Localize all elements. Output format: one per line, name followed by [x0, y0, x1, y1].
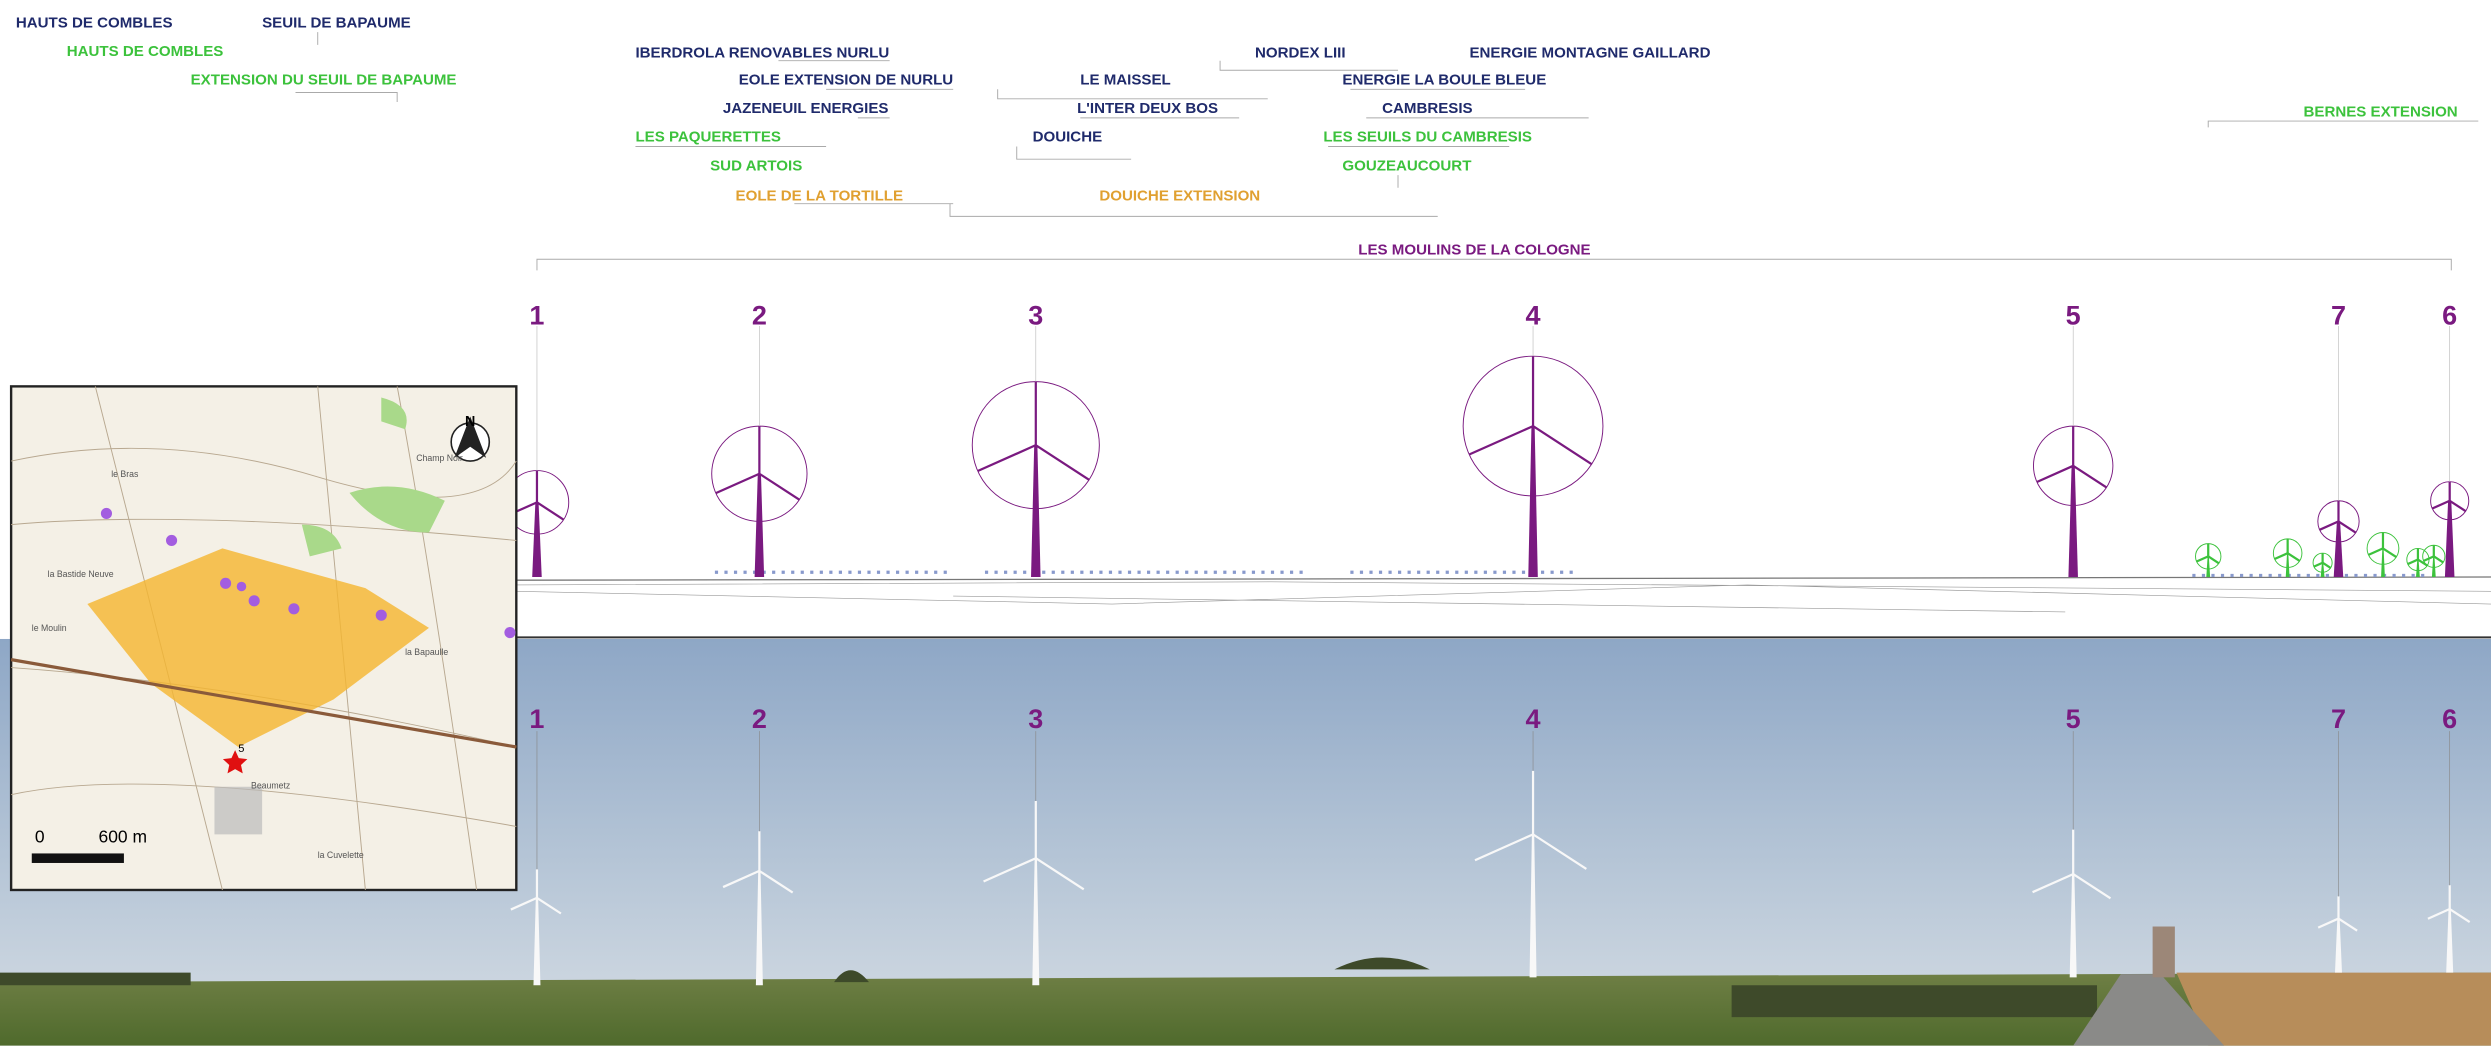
- blade: [2408, 560, 2418, 565]
- farm-label: SUD ARTOIS: [710, 157, 802, 174]
- viewpoint-label: 5: [238, 743, 244, 755]
- farm-label: NORDEX LIII: [1255, 45, 1345, 62]
- turbine-number: 3: [1028, 704, 1043, 734]
- blade: [2314, 563, 2323, 567]
- mast: [2445, 501, 2455, 577]
- blade: [716, 474, 760, 493]
- farm-label: BERNES EXTENSION: [2304, 103, 2458, 120]
- turbine-number: 1: [529, 300, 544, 330]
- farm-label: ENERGIE LA BOULE BLEUE: [1342, 72, 1546, 89]
- blade: [1036, 445, 1089, 480]
- farm-label: GOUZEAUCOURT: [1342, 157, 1472, 174]
- place-label: la Bapaulle: [405, 647, 448, 657]
- farm-label: DOUICHE EXTENSION: [1099, 188, 1260, 205]
- farm-label: LE MAISSEL: [1080, 72, 1170, 89]
- blade: [2434, 556, 2443, 562]
- mast: [1031, 445, 1041, 577]
- mast: [2334, 521, 2344, 577]
- blade: [1469, 426, 1533, 454]
- place-label: le Moulin: [32, 623, 67, 633]
- farm-label: IBERDROLA RENOVABLES NURLU: [635, 45, 889, 62]
- farm-label: EOLE EXTENSION DE NURLU: [739, 72, 953, 89]
- farm-label: JAZENEUIL ENERGIES: [723, 100, 889, 117]
- turbine-number: 7: [2331, 300, 2346, 330]
- farm-label: DOUICHE: [1033, 129, 1103, 146]
- blade: [2288, 553, 2300, 561]
- farm-label: SEUIL DE BAPAUME: [262, 14, 411, 31]
- mast: [2286, 553, 2290, 577]
- blade: [2073, 466, 2106, 488]
- label-leaders: [295, 32, 2478, 270]
- blade: [2368, 548, 2383, 554]
- mast: [2068, 466, 2078, 577]
- turbine-number: 2: [752, 300, 767, 330]
- photomontage: HAUTS DE COMBLES SEUIL DE BAPAUME HAUTS …: [0, 0, 2491, 1046]
- blade: [2037, 466, 2073, 482]
- farm-label: HAUTS DE COMBLES: [16, 14, 173, 31]
- turbine-number: 6: [2442, 300, 2457, 330]
- farm-label: LES PAQUERETTES: [635, 129, 781, 146]
- wireframe-turbines: [505, 326, 2469, 577]
- farm-label: L'INTER DEUX BOS: [1077, 100, 1218, 117]
- farm-label: CAMBRESIS: [1382, 100, 1472, 117]
- turbine-number: 3: [1028, 300, 1043, 330]
- turbine-number: 4: [1526, 300, 1541, 330]
- blade: [2338, 521, 2355, 532]
- blade: [978, 445, 1036, 471]
- turbine-number: 1: [529, 704, 544, 734]
- turbine-number: 5: [2066, 300, 2081, 330]
- mast: [2416, 560, 2420, 577]
- mast: [2381, 548, 2385, 577]
- blade: [537, 502, 564, 519]
- place-label: la Bastide Neuve: [48, 569, 114, 579]
- blade: [2275, 553, 2288, 559]
- place-label: le Bras: [111, 469, 139, 479]
- blade: [1533, 426, 1592, 464]
- blade: [2383, 548, 2396, 557]
- place-label: Champ Noir: [416, 453, 463, 463]
- turbine-number: 7: [2331, 704, 2346, 734]
- turbine-number: 6: [2442, 704, 2457, 734]
- farm-label: EOLE DE LA TORTILLE: [736, 188, 904, 205]
- page: { "farm_labels": [ {"text": "HAUTS DE CO…: [0, 0, 2491, 1046]
- mast: [2206, 556, 2210, 577]
- scale-start: 0: [35, 826, 45, 846]
- mast: [1528, 426, 1538, 577]
- blade: [2208, 556, 2219, 563]
- wireframe-panel: [516, 572, 2491, 637]
- farm-labels: HAUTS DE COMBLES SEUIL DE BAPAUME HAUTS …: [16, 14, 2458, 258]
- turbine-number: 4: [1526, 704, 1541, 734]
- mast: [532, 502, 542, 577]
- place-label: Beaumetz: [251, 780, 290, 790]
- mast: [755, 474, 765, 577]
- scale-end: 600 m: [98, 826, 147, 846]
- farm-label: EXTENSION DU SEUIL DE BAPAUME: [191, 72, 457, 89]
- blade: [2450, 501, 2466, 511]
- farm-label: LES MOULINS DE LA COLOGNE: [1358, 242, 1590, 259]
- turbine-number: 5: [2066, 704, 2081, 734]
- north-label: N: [465, 414, 475, 430]
- farm-label: HAUTS DE COMBLES: [67, 43, 224, 60]
- blade: [759, 474, 799, 500]
- place-label: la Cuvelette: [318, 850, 364, 860]
- farm-label: LES SEUILS DU CAMBRESIS: [1323, 129, 1532, 146]
- map-inset: N 0 600 m 5 Beaumetz le Moulin la Bastid…: [11, 386, 516, 890]
- blade: [2432, 501, 2449, 509]
- farm-label: ENERGIE MONTAGNE GAILLARD: [1469, 45, 1710, 62]
- blade: [2320, 521, 2339, 529]
- mast: [2432, 556, 2436, 577]
- turbine-number: 2: [752, 704, 767, 734]
- blade: [2197, 556, 2209, 561]
- blade: [2323, 563, 2331, 568]
